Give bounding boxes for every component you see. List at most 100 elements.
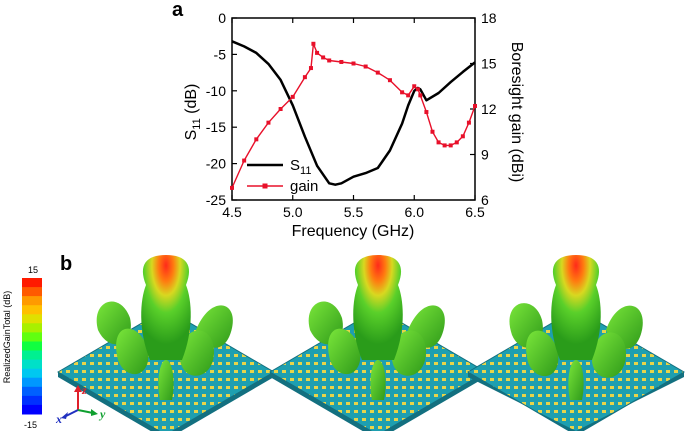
x-tick-label-2: 5.5 xyxy=(344,204,364,220)
y-axis-arrow xyxy=(77,409,94,414)
radiation-pattern-3 xyxy=(467,255,685,431)
y-axis-label: y xyxy=(98,407,106,421)
gain-point-12 xyxy=(339,59,344,64)
colorbar-cell-1 xyxy=(22,287,42,297)
legend-gain-label: gain xyxy=(290,178,318,195)
colorbar-title: RealizedGainTotal (dB) xyxy=(2,291,12,384)
tick-marks xyxy=(231,17,476,201)
gain-point-27 xyxy=(454,140,459,145)
radiation-pattern-2 xyxy=(269,255,487,431)
colorbar-cell-13 xyxy=(22,395,42,406)
colorbar-max-label: 15 xyxy=(28,265,38,275)
legend-s11-sub: 11 xyxy=(300,165,311,177)
y-right-tick-label-2: 12 xyxy=(481,101,497,117)
gain-point-8 xyxy=(311,41,316,46)
gain-point-15 xyxy=(375,70,380,75)
side-lobe-3c xyxy=(526,330,559,377)
side-lobe-3d xyxy=(592,332,626,378)
colorbar-cell-9 xyxy=(22,359,42,370)
side-lobe-2d xyxy=(392,330,426,376)
feed-lobe-2 xyxy=(370,360,386,400)
y-right-tick-labels: 18 15 12 9 6 xyxy=(481,10,497,208)
gain-point-6 xyxy=(302,75,307,80)
z-axis-label: z xyxy=(81,383,87,397)
legend: S11 gain xyxy=(247,157,318,195)
x-axis-title: Frequency (GHz) xyxy=(292,223,415,240)
x-axis-label: x xyxy=(55,412,62,426)
gain-point-14 xyxy=(363,64,368,69)
side-lobe-1c xyxy=(116,328,149,375)
x-axis-arrow xyxy=(65,409,79,417)
x-tick-label-3: 6.0 xyxy=(405,204,425,220)
ground-plane-2-edge xyxy=(270,372,486,431)
gain-point-30 xyxy=(473,103,477,108)
x-tick-label-0: 4.5 xyxy=(222,204,242,220)
y-left-tick-label-0: 0 xyxy=(218,10,226,26)
coordinate-axes: z x y xyxy=(55,383,106,426)
ground-plane-1-edge xyxy=(58,372,274,431)
gain-point-28 xyxy=(460,134,465,139)
colorbar-cell-10 xyxy=(22,368,42,379)
gain-point-21 xyxy=(418,93,423,98)
y-left-title-main: S xyxy=(183,130,200,141)
legend-s11-main: S xyxy=(290,157,300,174)
series-line-s11 xyxy=(231,40,476,186)
y-left-tick-labels: 0 -5 -10 -15 -20 -25 xyxy=(206,10,226,208)
gain-point-1 xyxy=(242,158,247,163)
side-lobe-2c xyxy=(328,328,361,375)
y-left-axis-title: S11 (dB) xyxy=(183,84,203,141)
y-left-tick-label-1: -5 xyxy=(214,46,227,62)
main-lobe-3 xyxy=(551,255,601,360)
feed-lobe-3 xyxy=(568,360,584,400)
z-axis-arrowhead xyxy=(74,385,82,392)
gain-point-18 xyxy=(406,93,411,98)
gain-point-13 xyxy=(351,61,356,66)
colorbar-cell-0 xyxy=(22,278,42,288)
main-lobe-1 xyxy=(141,255,191,360)
colorbar-cell-2 xyxy=(22,296,42,306)
series-group xyxy=(230,40,477,190)
y-axis-arrowhead xyxy=(91,409,98,416)
y-left-tick-label-3: -15 xyxy=(206,119,226,135)
colorbar-cell-6 xyxy=(22,332,42,342)
y-right-tick-label-4: 6 xyxy=(481,192,489,208)
plot-frame xyxy=(231,17,476,201)
gain-point-7 xyxy=(308,66,313,71)
gain-point-23 xyxy=(430,129,435,134)
colorbar-cell-5 xyxy=(22,323,42,333)
side-lobe-1d xyxy=(180,330,214,376)
legend-s11-label: S11 xyxy=(290,157,311,177)
gain-point-9 xyxy=(315,50,320,55)
colorbar-min-label: -15 xyxy=(24,420,37,430)
gain-point-2 xyxy=(254,137,259,142)
colorbar-cell-14 xyxy=(22,404,42,415)
colorbar-cell-12 xyxy=(22,386,42,397)
y-right-tick-label-1: 15 xyxy=(481,56,497,72)
gain-point-0 xyxy=(230,185,234,190)
y-left-title-unit: (dB) xyxy=(183,84,200,119)
gain-point-20 xyxy=(415,87,420,92)
x-tick-labels: 4.5 5.0 5.5 6.0 6.5 xyxy=(222,204,485,220)
y-right-tick-label-0: 18 xyxy=(481,10,497,26)
y-right-tick-label-3: 9 xyxy=(481,147,489,163)
colorbar-cell-4 xyxy=(22,314,42,324)
gain-point-25 xyxy=(442,143,447,148)
gain-point-10 xyxy=(321,55,326,60)
colorbar-cells xyxy=(22,278,42,415)
gain-point-11 xyxy=(327,58,332,63)
panel-label-b: b xyxy=(60,253,72,275)
x-axis-arrowhead xyxy=(61,412,68,419)
colorbar-cell-7 xyxy=(22,341,42,352)
colorbar: RealizedGainTotal (dB) 15 -15 xyxy=(2,265,42,430)
y-left-tick-label-5: -25 xyxy=(206,192,226,208)
y-left-title-sub: 11 xyxy=(191,118,203,129)
panel-label-a: a xyxy=(172,0,184,21)
gain-point-19 xyxy=(412,84,417,89)
y-left-tick-label-2: -10 xyxy=(206,83,226,99)
gain-point-16 xyxy=(387,78,392,83)
gain-point-26 xyxy=(448,143,453,148)
gain-point-29 xyxy=(466,120,471,125)
y-left-tick-label-4: -20 xyxy=(206,156,226,172)
chart-a: 4.5 5.0 5.5 6.0 6.5 0 -5 -10 -15 -20 -25 18 15 12 9 6… xyxy=(183,10,525,240)
